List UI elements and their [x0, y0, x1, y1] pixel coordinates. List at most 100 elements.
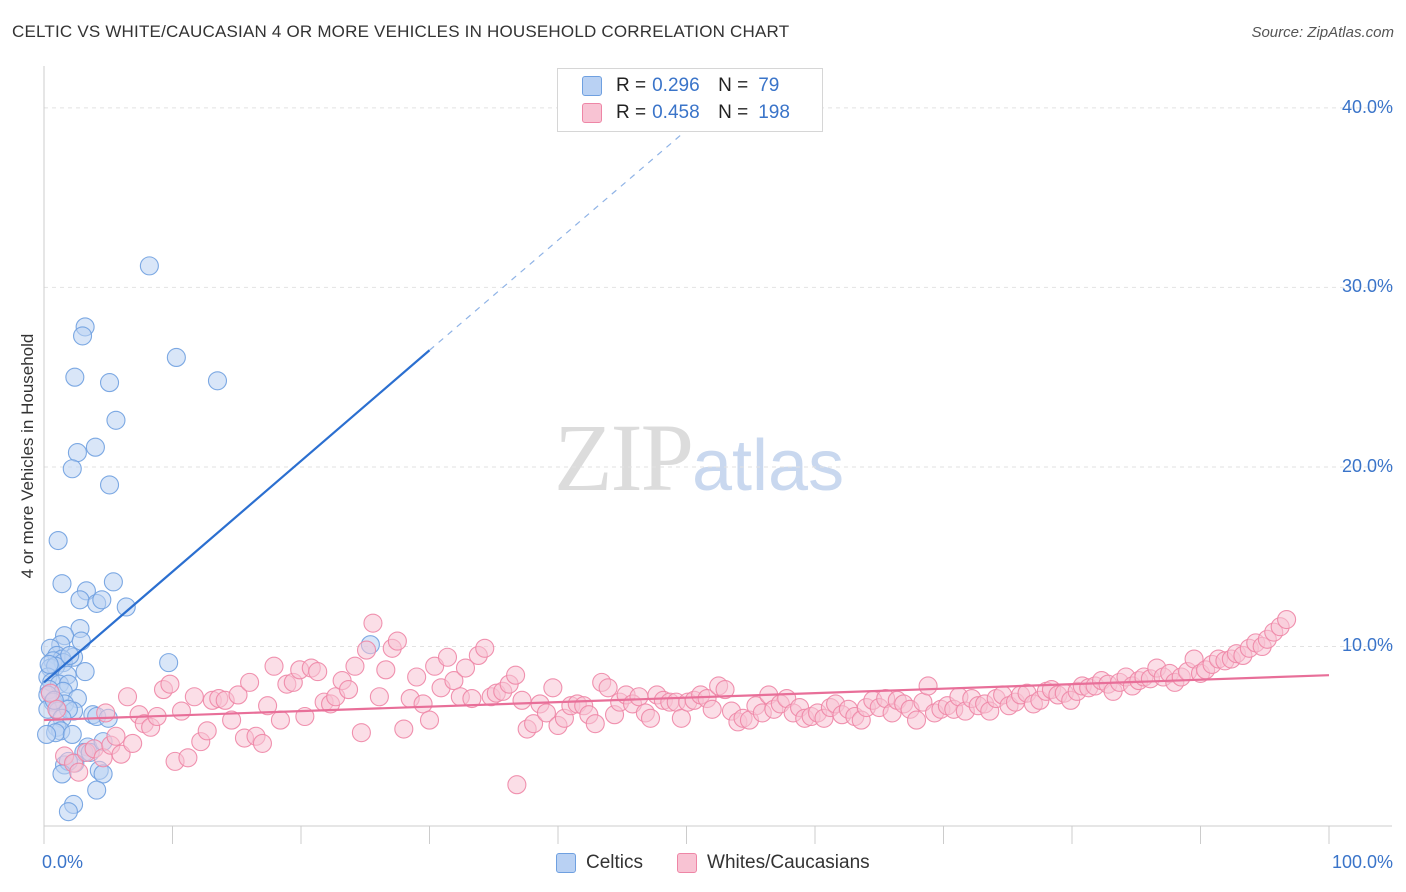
- whites-point: [715, 680, 735, 700]
- celtics-point: [75, 662, 95, 682]
- whites-point: [338, 680, 359, 700]
- whites-point: [524, 714, 544, 734]
- celtics-point: [67, 443, 87, 463]
- celtics-trend-line: [43, 349, 431, 684]
- whites-point: [629, 687, 649, 707]
- whites-point: [413, 694, 433, 714]
- whites-point: [387, 631, 407, 651]
- celtics-swatch-icon: [582, 76, 602, 96]
- whites-point: [437, 647, 458, 667]
- whites-point: [117, 687, 138, 707]
- y-axis-label: 4 or more Vehicles in Household: [18, 333, 37, 579]
- celtics-point: [71, 631, 91, 651]
- celtics-point: [207, 371, 228, 391]
- legend-label-whites: Whites/Caucasians: [707, 852, 870, 873]
- celtics-legend-icon: [556, 853, 576, 873]
- whites-point: [252, 733, 273, 753]
- whites-point: [598, 678, 618, 698]
- celtics-point: [116, 597, 136, 617]
- watermark-atlas: atlas: [692, 426, 845, 506]
- n-label: N =: [718, 102, 749, 123]
- whites-point: [462, 688, 482, 709]
- whites-legend-icon: [677, 853, 698, 873]
- y-tick-label: 20.0%: [1341, 455, 1393, 476]
- whites-point: [222, 710, 242, 730]
- whites-trend-line: [43, 674, 1330, 722]
- whites-point: [512, 690, 532, 710]
- n-label: N =: [718, 75, 749, 96]
- celtics-point: [166, 347, 186, 367]
- r-label: R =: [616, 75, 647, 96]
- whites-point: [258, 696, 278, 716]
- celtics-point: [106, 410, 126, 430]
- whites-point: [264, 656, 284, 676]
- series-legend: Celtics Whites/Caucasians: [556, 852, 904, 874]
- chart-title: CELTIC VS WHITE/CAUCASIAN 4 OR MORE VEHI…: [12, 22, 790, 41]
- legend-label-celtics: Celtics: [586, 852, 644, 873]
- whites-point: [106, 726, 126, 746]
- source-label: Source: ZipAtlas.com: [1251, 24, 1394, 41]
- r-value: 0.296: [652, 75, 700, 96]
- celtics-point: [93, 764, 113, 784]
- celtics-point: [52, 574, 72, 594]
- whites-point: [240, 672, 260, 692]
- whites-point: [376, 660, 396, 680]
- celtics-point: [60, 645, 80, 666]
- stats-row-whites: R = 0.458 N = 198: [582, 100, 790, 126]
- whites-point: [351, 723, 371, 743]
- whites-point: [171, 701, 192, 721]
- x-tick-label: 100.0%: [1331, 852, 1393, 872]
- whites-point: [506, 665, 526, 685]
- whites-point: [123, 733, 143, 753]
- whites-point: [702, 699, 722, 719]
- celtics-point: [159, 653, 179, 673]
- whites-point: [69, 762, 89, 782]
- x-tick-label: 0.0%: [42, 852, 84, 872]
- y-tick-label: 40.0%: [1341, 96, 1393, 117]
- stats-legend: R = 0.296 N = 79 R = 0.458 N = 198: [557, 68, 823, 132]
- y-tick-label: 10.0%: [1341, 635, 1393, 656]
- celtics-point: [139, 256, 159, 276]
- stats-row-celtics: R = 0.296 N = 79: [582, 73, 779, 99]
- watermark-zip: ZIP: [554, 404, 694, 511]
- celtics-point: [99, 373, 120, 393]
- whites-point: [228, 685, 248, 705]
- whites-point: [160, 674, 180, 694]
- whites-point: [369, 687, 389, 707]
- whites-point: [444, 671, 464, 691]
- whites-point: [455, 658, 476, 678]
- legend-item-celtics[interactable]: Celtics: [556, 852, 643, 874]
- whites-point: [407, 667, 427, 687]
- r-label: R =: [616, 102, 647, 123]
- whites-point: [585, 714, 605, 734]
- whites-point: [475, 638, 495, 658]
- whites-point: [40, 683, 60, 703]
- whites-point: [356, 640, 377, 660]
- whites-point: [906, 710, 927, 730]
- n-value: 198: [758, 102, 790, 123]
- whites-point: [640, 708, 661, 728]
- celtics-point: [85, 437, 105, 457]
- whites-point: [363, 613, 383, 633]
- y-tick-label: 30.0%: [1341, 276, 1393, 297]
- celtics-trend-extension: [429, 96, 726, 351]
- whites-point: [918, 676, 938, 696]
- celtics-point: [37, 724, 57, 744]
- whites-point: [270, 710, 290, 730]
- whites-point: [308, 662, 328, 682]
- celtics-point: [39, 654, 59, 674]
- whites-point: [419, 710, 440, 730]
- watermark: ZIPatlas: [554, 402, 844, 513]
- whites-point: [345, 656, 365, 676]
- celtics-point: [73, 326, 93, 346]
- celtics-point: [92, 590, 112, 610]
- r-value: 0.458: [652, 102, 700, 123]
- legend-item-whites[interactable]: Whites/Caucasians: [677, 852, 870, 874]
- n-value: 79: [758, 75, 780, 96]
- whites-point: [184, 687, 204, 707]
- celtics-point: [62, 724, 82, 744]
- celtics-point: [99, 475, 120, 495]
- whites-point: [536, 703, 556, 723]
- celtics-point: [65, 367, 85, 387]
